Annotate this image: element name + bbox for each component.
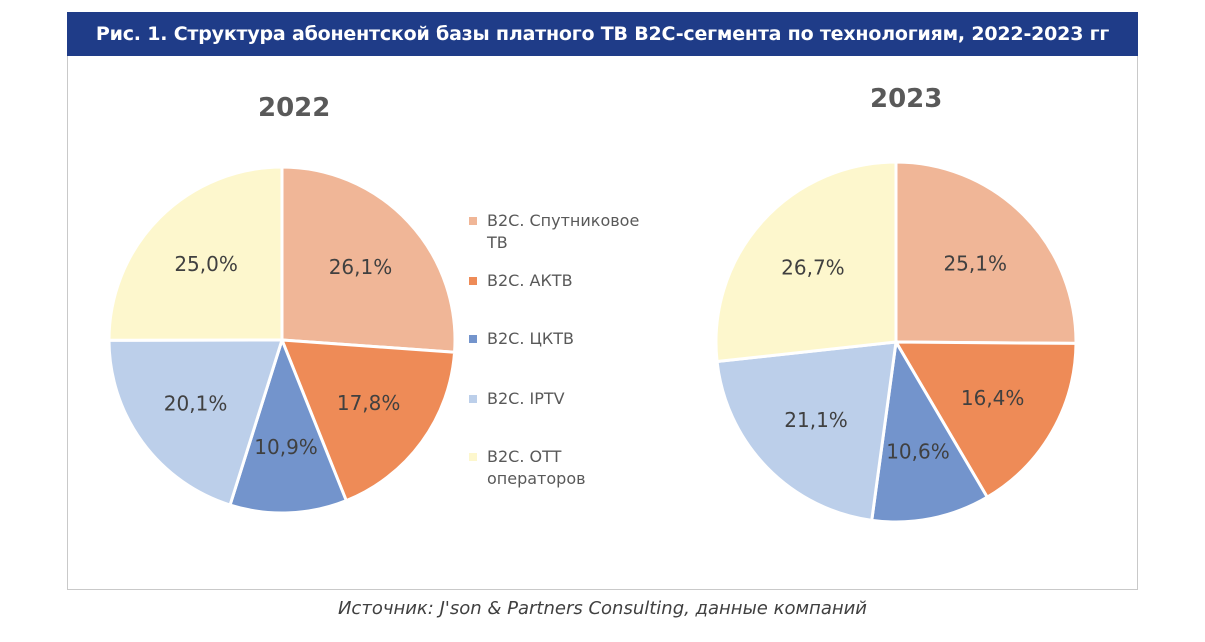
legend-swatch xyxy=(469,335,477,343)
slice-label: 21,1% xyxy=(784,408,848,432)
slice-label: 26,1% xyxy=(329,255,393,279)
legend-swatch xyxy=(469,395,477,403)
pie-slice xyxy=(107,338,285,507)
pie-chart-2022: 26,1% 17,8% 10,9% 20,1% 25,0% xyxy=(107,165,457,515)
pie-slice xyxy=(870,337,990,524)
legend-item: B2C. OTT операторов xyxy=(469,446,647,490)
slice-label: 16,4% xyxy=(961,386,1025,410)
pie-title-2023: 2023 xyxy=(870,84,943,114)
legend-label: B2C. Спутниковое ТВ xyxy=(487,211,640,252)
pie-slice xyxy=(107,165,284,342)
pie-slice xyxy=(228,335,349,515)
legend-label: B2C. OTT операторов xyxy=(487,447,586,488)
slice-label: 10,6% xyxy=(886,439,950,463)
figure-title: Рис. 1. Структура абонентской базы платн… xyxy=(67,12,1138,56)
legend-item: B2C. Спутниковое ТВ xyxy=(469,210,647,254)
slice-label: 25,0% xyxy=(174,252,238,276)
source-note: Источник: J'son & Partners Consulting, д… xyxy=(337,598,868,619)
pie-slice xyxy=(280,165,457,354)
legend-label: B2C. АКТВ xyxy=(487,271,573,290)
slice-label: 20,1% xyxy=(164,392,228,416)
pie-slice xyxy=(714,160,898,364)
slice-label: 10,9% xyxy=(254,435,318,459)
legend-swatch xyxy=(469,217,477,225)
pie-title-2022: 2022 xyxy=(258,93,331,123)
legend-label: B2C. IPTV xyxy=(487,389,565,408)
legend-swatch xyxy=(469,277,477,285)
pie-chart-2023: 25,1% 16,4% 10,6% 21,1% 26,7% xyxy=(714,160,1078,524)
legend-swatch xyxy=(469,453,477,461)
pie-slice xyxy=(893,340,1078,500)
legend-label: B2C. ЦКТВ xyxy=(487,329,575,348)
slice-label: 17,8% xyxy=(337,391,401,415)
pie-slice xyxy=(715,340,898,523)
pie-slice xyxy=(894,160,1078,345)
slice-label: 26,7% xyxy=(781,255,845,279)
legend-item: B2C. ЦКТВ xyxy=(469,328,647,350)
pie-slice xyxy=(279,338,457,503)
slice-label: 25,1% xyxy=(943,251,1007,275)
legend-item: B2C. IPTV xyxy=(469,388,647,410)
legend-item: B2C. АКТВ xyxy=(469,270,647,292)
